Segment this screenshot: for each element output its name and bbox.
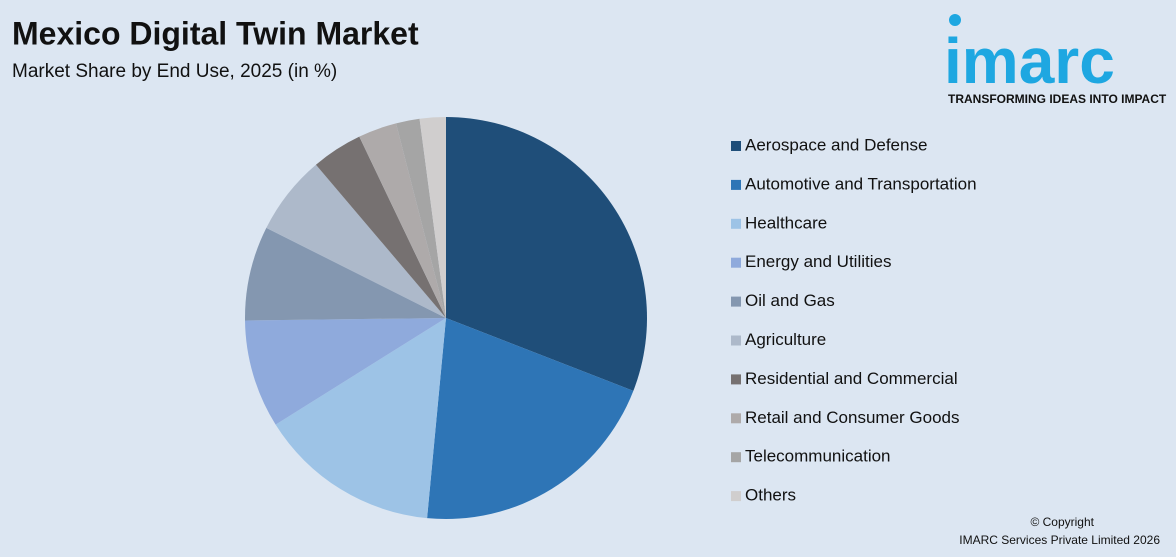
legend-swatch <box>731 413 741 424</box>
legend-label: Retail and Consumer Goods <box>745 408 960 427</box>
legend-label: Others <box>745 486 796 505</box>
chart-subtitle: Market Share by End Use, 2025 (in %) <box>12 61 337 82</box>
logo-tagline: TRANSFORMING IDEAS INTO IMPACT <box>948 92 1167 106</box>
legend-label: Automotive and Transportation <box>745 174 977 193</box>
legend-label: Agriculture <box>745 330 826 349</box>
pie-slice <box>266 164 446 318</box>
legend-label: Telecommunication <box>745 447 891 466</box>
pie-slice <box>245 318 446 425</box>
legend-swatch <box>731 257 741 268</box>
pie-slice <box>245 227 446 321</box>
logo: imarc <box>944 25 1115 97</box>
legend-swatch <box>731 218 741 229</box>
pie-slice <box>446 117 647 391</box>
legend-label: Aerospace and Defense <box>745 135 927 154</box>
legend-swatch <box>731 335 741 346</box>
legend-swatch <box>731 296 741 307</box>
legend-label: Energy and Utilities <box>745 252 891 271</box>
pie-slice <box>396 118 446 319</box>
chart-title: Mexico Digital Twin Market <box>12 15 419 51</box>
legend-swatch <box>731 374 741 385</box>
pie-slice <box>427 318 634 519</box>
pie-slice <box>275 318 446 519</box>
legend-label: Healthcare <box>745 213 827 232</box>
legend-swatch <box>731 179 741 190</box>
pie-slice <box>359 123 446 318</box>
logo-dot <box>949 14 961 26</box>
legend-swatch <box>731 452 741 463</box>
legend-label: Oil and Gas <box>745 291 835 310</box>
legend-label: Residential and Commercial <box>745 369 958 388</box>
pie-slice <box>315 136 446 318</box>
legend-swatch <box>731 491 741 502</box>
copyright: IMARC Services Private Limited 2026 <box>959 533 1160 547</box>
legend-swatch <box>731 141 741 151</box>
copyright: © Copyright <box>1030 515 1094 529</box>
pie-slice <box>419 117 446 318</box>
